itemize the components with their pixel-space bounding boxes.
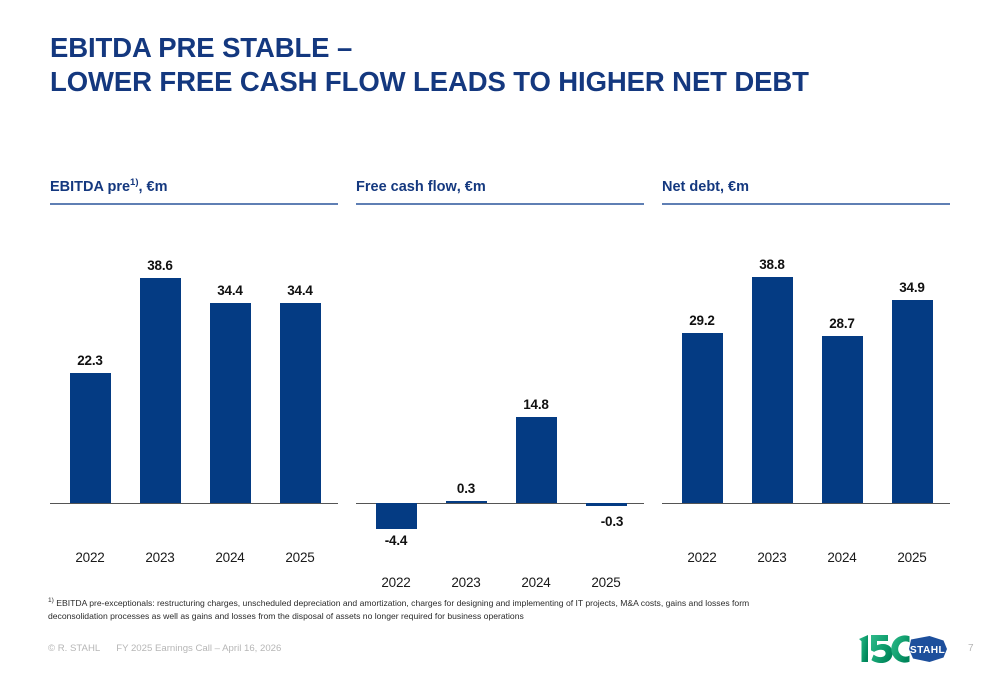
chart-bar-value-label: 34.4 [287,282,313,298]
logo-digit-one [859,635,868,662]
chart-bar [279,302,321,503]
chart-title-net-debt: Net debt, €m [662,178,950,196]
company-logo: STAHL [857,633,953,665]
chart-panel-free-cash-flow: Free cash flow, €m -4.4 2022 0.3 2023 14.8 20… [356,178,644,590]
page-number: 7 [968,643,974,654]
event-text: FY 2025 Earnings Call – April 16, 2026 [116,643,282,654]
chart-bar [445,500,487,503]
chart-title-rule [50,203,338,205]
chart-x-axis-label: 2024 [827,550,857,565]
chart-title-free-cash-flow: Free cash flow, €m [356,178,644,196]
chart-x-axis-label: 2024 [215,550,245,565]
chart-bar [891,299,933,503]
footnote-marker-icon: 1) [130,177,139,189]
page-title-line-1: EBITDA PRE STABLE – [50,32,353,63]
chart-x-axis-label: 2023 [145,550,175,565]
chart-x-axis-label: 2022 [687,550,717,565]
chart-bar [209,302,251,503]
chart-title-rule [662,203,950,205]
chart-bar [751,277,793,503]
chart-bar [139,278,181,503]
chart-panel-net-debt: Net debt, €m 29.2 2022 38.8 2023 28.7 2024 34.… [662,178,950,565]
chart-title-unit: , €m [720,179,750,195]
chart-bar-value-label: 38.8 [759,257,785,273]
logo-digit-zero-arc [891,635,910,663]
chart-title-unit: , €m [456,179,486,195]
chart-bar [821,335,863,503]
chart-plot-net-debt: 29.2 2022 38.8 2023 28.7 2024 34.9 2025 [662,228,950,565]
page-title: EBITDA PRE STABLE – LOWER FREE CASH FLOW… [50,31,930,99]
chart-bar-value-label: 38.6 [147,258,173,274]
chart-title-text: Free cash flow [356,179,457,195]
chart-title-rule [356,203,644,205]
chart-x-axis-label: 2022 [75,550,105,565]
chart-bar [375,503,417,529]
footnote: 1) EBITDA pre-exceptionals: restructurin… [48,597,788,622]
chart-x-axis-label: 2024 [521,575,551,590]
logo-digit-five [871,635,893,663]
footnote-marker: 1) [48,597,54,605]
chart-axis-line [356,503,644,505]
chart-x-axis-label: 2025 [897,550,927,565]
logo-badge-shape [909,636,947,662]
chart-x-axis-label: 2025 [285,550,315,565]
chart-bar-value-label: 14.8 [523,396,549,412]
copyright-text: © R. STAHL [48,643,101,654]
chart-bar [69,373,111,503]
chart-bar-value-label: 22.3 [77,353,103,369]
chart-axis-line [50,503,338,505]
chart-bar [585,503,627,506]
chart-title-text: Net debt [662,179,720,195]
chart-bar-value-label: 28.7 [829,315,855,331]
chart-title-text: EBITDA pre [50,179,131,195]
logo-svg: STAHL [859,635,947,663]
chart-panel-ebitda-pre: EBITDA pre1), €m 22.3 2022 38.6 2023 34.4 202… [50,178,338,565]
chart-plot-free-cash-flow: -4.4 2022 0.3 2023 14.8 2024 -0.3 2025 [356,228,644,590]
chart-bar [515,416,557,503]
chart-x-axis-label: 2023 [451,575,481,590]
footnote-text: EBITDA pre-exceptionals: restructuring c… [48,598,750,621]
chart-bar-value-label: 29.2 [689,313,715,329]
chart-bar-value-label: 0.3 [456,480,476,496]
chart-title-ebitda-pre: EBITDA pre1), €m [50,178,338,196]
page-title-line-2: LOWER FREE CASH FLOW LEADS TO HIGHER NET… [50,66,809,97]
chart-bar-value-label: 34.9 [899,279,925,295]
logo-badge-label: STAHL [910,645,945,656]
chart-title-unit: , €m [138,179,168,195]
chart-x-axis-label: 2025 [591,575,621,590]
chart-bar-value-label: -4.4 [384,532,408,548]
chart-x-axis-label: 2023 [757,550,787,565]
chart-axis-line [662,503,950,505]
chart-x-axis-label: 2022 [381,575,411,590]
chart-bar [681,333,723,503]
footer-meta: © R. STAHL FY 2025 Earnings Call – April … [48,643,281,654]
chart-bar-value-label: -0.3 [600,514,624,529]
chart-bar-value-label: 34.4 [217,282,243,298]
chart-plot-ebitda-pre: 22.3 2022 38.6 2023 34.4 2024 34.4 2025 [50,228,338,565]
